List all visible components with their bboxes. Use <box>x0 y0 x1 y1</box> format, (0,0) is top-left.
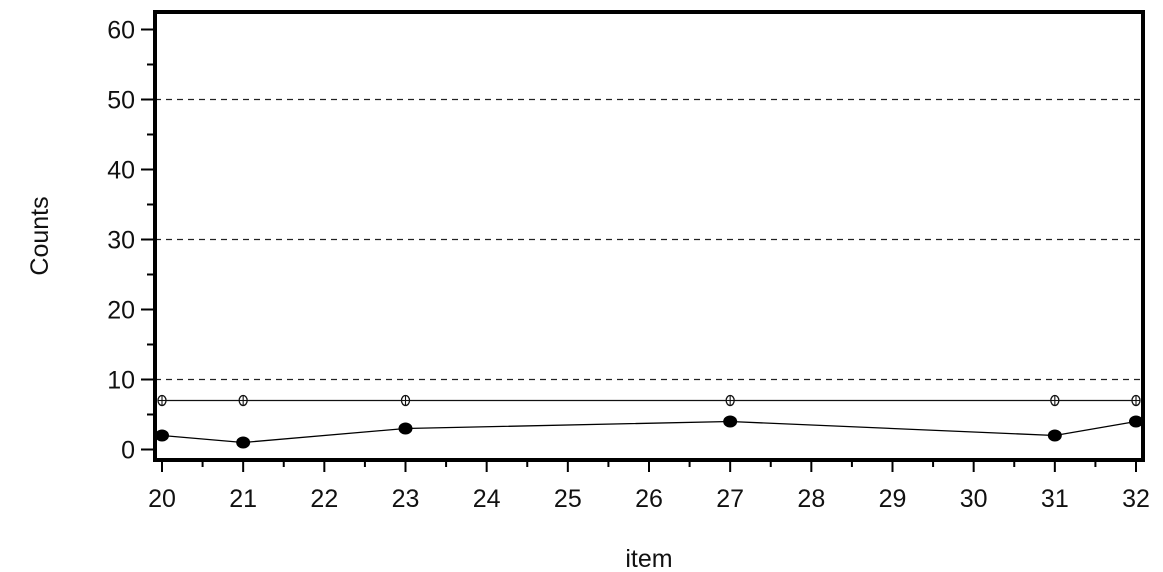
series-2-point <box>1129 415 1143 428</box>
x-tick-label: 21 <box>229 485 257 513</box>
x-tick-label: 24 <box>473 485 501 513</box>
series-2-point <box>723 415 738 428</box>
series-2-line <box>161 420 1137 444</box>
x-tick-label: 25 <box>554 485 582 513</box>
x-tick-label: 32 <box>1122 485 1150 513</box>
x-axis-ticks <box>161 460 1137 472</box>
series-1-point <box>1131 394 1141 407</box>
series-1-point <box>1050 394 1060 407</box>
y-axis-ticks <box>141 28 155 451</box>
series-2-point <box>155 429 169 442</box>
y-tick-label: 60 <box>107 17 135 45</box>
y-tick-label: 50 <box>107 87 135 115</box>
y-tick-label: 0 <box>121 437 135 465</box>
plot-frame <box>153 10 1145 462</box>
x-tick-label: 26 <box>635 485 663 513</box>
series-2-point <box>1047 429 1062 442</box>
x-tick-label: 20 <box>148 485 176 513</box>
x-tick-labels: 20 21 22 23 24 25 26 27 28 29 30 31 32 <box>148 485 1150 513</box>
series-1-point <box>400 394 411 407</box>
data-markers <box>155 394 1143 449</box>
x-tick-label: 29 <box>879 485 907 513</box>
series-lines <box>161 399 1137 444</box>
y-tick-label: 30 <box>107 227 135 255</box>
y-tick-label: 10 <box>107 367 135 395</box>
series-1-point <box>157 394 167 407</box>
x-tick-label: 23 <box>392 485 420 513</box>
x-tick-label: 27 <box>716 485 744 513</box>
x-axis-title: item <box>625 545 672 572</box>
y-axis-title: Counts <box>26 196 54 275</box>
y-tick-label: 40 <box>107 157 135 185</box>
series-2-point <box>236 436 251 449</box>
series-2-point <box>398 422 413 435</box>
series-1-point <box>725 394 735 407</box>
x-tick-label: 30 <box>960 485 988 513</box>
y-tick-label: 20 <box>107 297 135 325</box>
x-tick-label: 28 <box>797 485 825 513</box>
series-1-point <box>238 394 248 407</box>
y-tick-labels: 0 10 20 30 40 50 60 <box>107 17 135 465</box>
x-tick-label: 31 <box>1041 485 1069 513</box>
reference-lines <box>155 98 1143 381</box>
x-tick-label: 22 <box>310 485 338 513</box>
